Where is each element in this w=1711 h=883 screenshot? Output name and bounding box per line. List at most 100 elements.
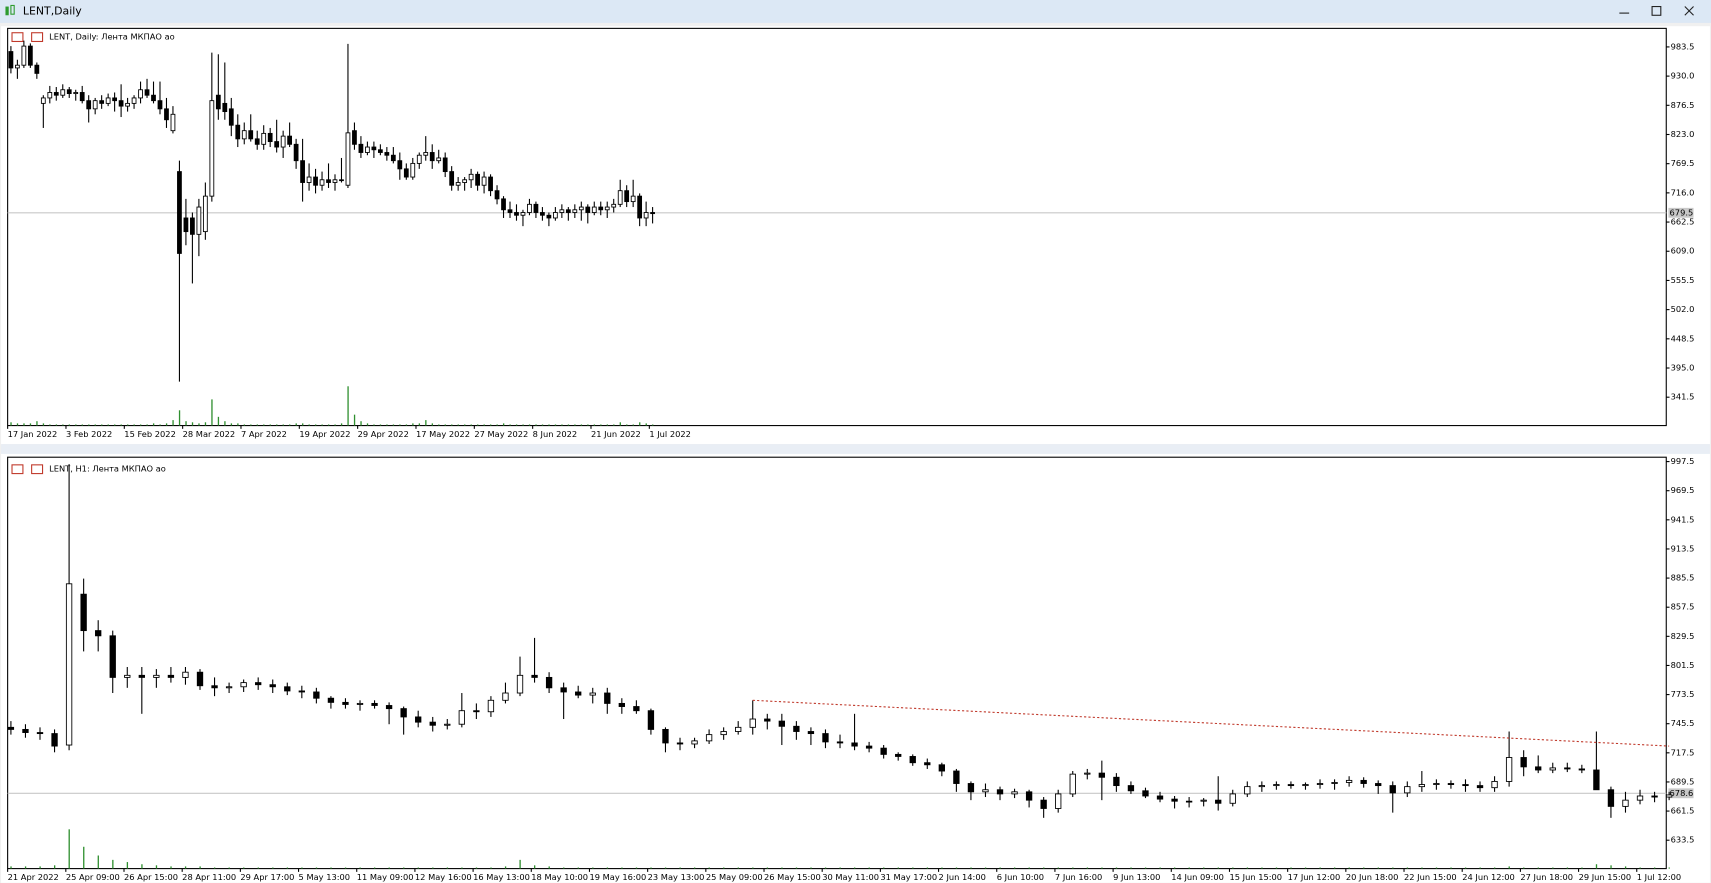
x-tick-label: 25 May 09:00 (706, 872, 763, 882)
candle-body (836, 741, 844, 744)
y-tick-label: 341.5 (1671, 392, 1695, 402)
candle-body (604, 206, 610, 211)
candle-body (1084, 772, 1091, 775)
volume-bar (1363, 867, 1365, 869)
volume-bar (446, 867, 449, 869)
charts: LENT, Daily: Лента МКПАО ао 983.5 930.0 876… (7, 27, 1695, 882)
volume-bar (1043, 867, 1045, 869)
y-tick-label: 823.0 (1671, 129, 1695, 139)
volume-bar (897, 867, 899, 869)
volume-bar (561, 424, 563, 426)
candle-body (1258, 785, 1266, 788)
candle-body (514, 212, 519, 216)
volume-bar (970, 867, 972, 869)
title-bar (0, 0, 1711, 23)
volume-bar (619, 422, 621, 426)
volume-bar (54, 865, 56, 869)
close-button[interactable] (1684, 6, 1694, 16)
volume-bar (68, 829, 70, 869)
candle-body (358, 143, 364, 153)
candle-body (501, 198, 506, 211)
volume-bar (926, 867, 929, 869)
x-tick-label: 1 Jul 2022 (649, 429, 691, 439)
candle-body (1229, 793, 1236, 804)
candle-body (109, 635, 116, 678)
volume-bar (217, 416, 220, 426)
volume-bar (1014, 867, 1016, 869)
volume-bar (425, 420, 427, 426)
x-tick-label: 28 Mar 2022 (183, 429, 236, 439)
volume-bar (172, 420, 174, 426)
candle-body (895, 753, 902, 757)
volume-bar (1450, 867, 1452, 869)
volume-bar (88, 424, 90, 426)
candle-body (545, 676, 553, 689)
volume-bar (405, 424, 408, 426)
volume-bar (592, 867, 594, 869)
candle-body (1622, 799, 1629, 807)
y-tick-label: 717.5 (1671, 747, 1695, 757)
x-tick-label: 30 May 11:00 (822, 872, 879, 882)
volume-bar (515, 424, 518, 426)
volume-bar (600, 424, 602, 426)
candle-body (306, 176, 312, 183)
volume-bar (621, 867, 623, 869)
candle-body (313, 691, 320, 699)
candle-body (924, 762, 931, 766)
y-tick-label: 941.5 (1671, 514, 1695, 524)
candle-body (95, 630, 102, 637)
volume-bar (62, 424, 64, 426)
x-tick-label: 31 May 17:00 (880, 872, 937, 882)
candle-body (1636, 795, 1644, 801)
volume-bar (824, 867, 827, 869)
candle-body (255, 682, 262, 686)
volume-bar (1275, 867, 1278, 869)
volume-bar (1028, 867, 1030, 869)
volume-bar (178, 410, 181, 426)
volume-bar (1203, 867, 1205, 869)
candle-body (215, 94, 221, 110)
candle-body (34, 64, 40, 74)
candle-body (1069, 773, 1076, 795)
candle-body (436, 157, 442, 162)
y-tick-label: 930.0 (1671, 71, 1695, 81)
volume-bar (340, 423, 343, 426)
volume-bar (228, 867, 230, 869)
window-title: LENT,Daily (23, 4, 82, 17)
volume-bar (155, 865, 158, 869)
volume-bar (269, 424, 271, 426)
volume-bar (359, 867, 361, 869)
candle-body (559, 209, 565, 213)
volume-bar (1174, 867, 1176, 869)
candle-body (1505, 757, 1513, 782)
candle-body (598, 206, 604, 211)
maximize-button[interactable] (1651, 6, 1662, 16)
y-tick-label: 502.0 (1671, 304, 1695, 314)
volume-bar (10, 422, 12, 426)
x-tick-label: 11 May 09:00 (357, 872, 414, 882)
candle-body (488, 176, 493, 192)
candle-body (384, 152, 390, 156)
volume-bar (379, 424, 382, 426)
volume-bar (606, 867, 609, 869)
candle-body (86, 100, 92, 110)
volume-bar (344, 867, 347, 869)
volume-bar (477, 424, 479, 426)
candle-body (676, 742, 684, 745)
x-tick-label: 5 May 13:00 (299, 872, 351, 882)
y-tick-label: 801.5 (1671, 660, 1695, 670)
volume-bar (301, 867, 303, 869)
last-price-box (1668, 788, 1694, 799)
candle-body (298, 690, 305, 693)
volume-bar (1319, 867, 1321, 869)
x-tick-label: 9 Jun 13:00 (1113, 872, 1160, 882)
volume-bar (1523, 867, 1525, 869)
x-tick-label: 17 May 2022 (416, 429, 470, 439)
chart-title: LENT, H1: Лента МКПАО ао (49, 464, 166, 474)
panel-icons-daily (11, 32, 44, 43)
y-tick-label: 969.5 (1671, 485, 1695, 495)
candle-body (47, 92, 53, 99)
candle-body (527, 203, 532, 213)
volume-bar (534, 865, 536, 869)
volume-bar (548, 424, 550, 426)
